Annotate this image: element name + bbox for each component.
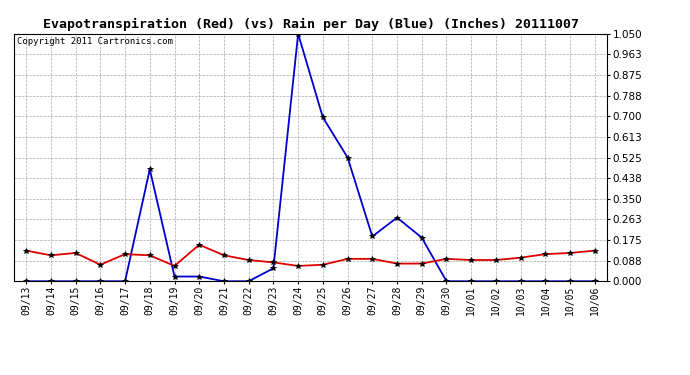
Text: Copyright 2011 Cartronics.com: Copyright 2011 Cartronics.com [17, 38, 172, 46]
Title: Evapotranspiration (Red) (vs) Rain per Day (Blue) (Inches) 20111007: Evapotranspiration (Red) (vs) Rain per D… [43, 18, 578, 31]
